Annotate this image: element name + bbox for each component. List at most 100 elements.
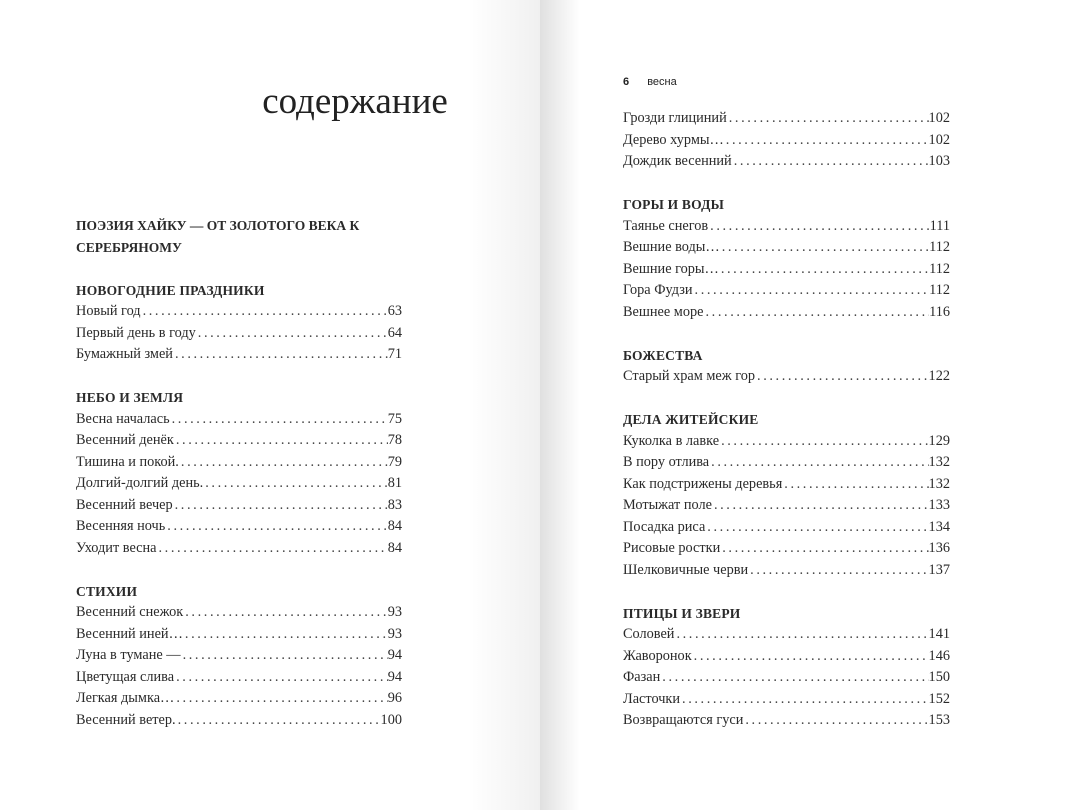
dot-leader	[196, 323, 388, 345]
toc-section: ПТИЦЫ И ЗВЕРИ Соловей 141 Жаворонок 146 Фазан…	[623, 603, 950, 732]
entry-title: Весна началась	[76, 410, 170, 427]
entry-page-number: 152	[928, 690, 950, 707]
entry-page-number: 79	[387, 453, 402, 470]
toc-entry[interactable]: Вешние воды… 112	[623, 237, 950, 259]
entry-title: В пору отлива	[623, 454, 710, 470]
entry-title: Вешние воды…	[623, 239, 720, 255]
entry-title: Тишина и покой.	[76, 453, 179, 470]
toc-entry[interactable]: Гора Фудзи 112	[623, 280, 950, 302]
dot-leader	[708, 216, 929, 238]
entry-title: Жаворонок	[623, 647, 692, 664]
toc-entry[interactable]: Весенний вечер 83	[76, 495, 402, 517]
dot-leader	[727, 108, 929, 130]
toc-entry[interactable]: Весенний денёк 78	[76, 430, 402, 452]
entry-title: Долгий-долгий день.	[76, 475, 204, 491]
toc-entry[interactable]: Мотыжат поле 133	[623, 495, 950, 517]
dot-leader	[720, 538, 928, 560]
toc-entry[interactable]: Уходит весна 84	[76, 538, 402, 560]
entry-page-number: 71	[387, 346, 402, 362]
toc-entry[interactable]: Шелковичные черви 137	[623, 560, 950, 582]
entry-page-number: 150	[928, 669, 950, 685]
entry-title: Вешнее море	[623, 303, 704, 320]
toc-entry[interactable]: Ласточки 152	[623, 689, 950, 711]
dot-leader	[174, 430, 388, 452]
entry-page-number: 141	[928, 626, 950, 642]
toc-entry[interactable]: Дождик весенний 103	[623, 151, 950, 173]
toc-entry[interactable]: Старый храм меж гор 122	[623, 366, 950, 388]
toc-entry[interactable]: Долгий-долгий день. 81	[76, 473, 402, 495]
toc-entry[interactable]: Возвращаются гуси 153	[623, 710, 950, 732]
toc-entry[interactable]: Посадка риса 134	[623, 517, 950, 539]
entry-title: Новый год	[76, 303, 141, 319]
toc-entry[interactable]: Фазан 150	[623, 667, 950, 689]
entry-page-number: 133	[928, 497, 950, 513]
dot-leader	[674, 624, 928, 646]
entry-page-number: 136	[928, 540, 950, 556]
toc-entry[interactable]: Тишина и покой. 79	[76, 452, 402, 474]
toc-entry[interactable]: Луна в тумане — 94	[76, 645, 402, 667]
toc-entry[interactable]: Куколка в лавке 129	[623, 431, 950, 453]
entry-page-number: 129	[928, 432, 950, 449]
entry-page-number: 84	[387, 518, 402, 534]
entry-title: Уходит весна	[76, 539, 157, 556]
toc-entry[interactable]: Весенний ветер. 100	[76, 710, 402, 732]
entry-title: Старый храм меж гор	[623, 368, 756, 384]
dot-leader	[179, 452, 388, 474]
toc-entry[interactable]: Соловей 141	[623, 624, 950, 646]
toc-entry[interactable]: Таянье снегов 111	[623, 216, 950, 238]
dot-leader	[170, 409, 388, 431]
entry-page-number: 100	[380, 711, 402, 728]
dot-leader	[183, 624, 388, 646]
entry-page-number: 94	[387, 647, 402, 663]
running-head-section: весна	[647, 76, 677, 88]
dot-leader	[705, 517, 928, 539]
entry-title: Дерево хурмы…	[623, 131, 724, 148]
toc-entry[interactable]: Бумажный змей 71	[76, 344, 402, 366]
toc-entry[interactable]: Весенний снежок 93	[76, 602, 402, 624]
toc-entry[interactable]: Грозди глициний 102	[623, 108, 950, 130]
toc-entry[interactable]: Вешние горы… 112	[623, 259, 950, 281]
section-heading: СТИХИИ	[76, 583, 138, 599]
dot-leader	[704, 302, 930, 324]
entry-page-number: 146	[928, 647, 950, 664]
toc-entry[interactable]: Рисовые ростки 136	[623, 538, 950, 560]
toc-entry[interactable]: Весенний иней… 93	[76, 624, 402, 646]
entry-title: Фазан	[623, 669, 661, 685]
entry-page-number: 112	[929, 282, 950, 298]
entry-page-number: 137	[928, 561, 950, 578]
toc-section: ГОРЫ И ВОДЫ Таянье снегов 111 Вешние воды… 1…	[623, 194, 950, 323]
entry-page-number: 94	[387, 668, 402, 685]
toc-entry[interactable]: Дерево хурмы… 102	[623, 130, 950, 152]
dot-leader	[755, 366, 929, 388]
entry-title: Возвращаются гуси	[623, 712, 744, 728]
toc-entry[interactable]: Жаворонок 146	[623, 646, 950, 668]
dot-leader	[692, 646, 929, 668]
toc-entry[interactable]: Легкая дымка… 96	[76, 688, 402, 710]
toc-section: Грозди глициний 102 Дерево хурмы… 102 Дождик…	[623, 108, 950, 173]
dot-leader	[174, 688, 387, 710]
toc-entry[interactable]: Весна началась 75	[76, 409, 402, 431]
toc-entry[interactable]: Как подстрижены деревья 132	[623, 474, 950, 496]
toc-entry[interactable]: Цветущая слива 94	[76, 667, 402, 689]
entry-title: Первый день в году	[76, 324, 196, 341]
dot-leader	[709, 452, 928, 474]
toc-entry[interactable]: Весенняя ночь 84	[76, 516, 402, 538]
entry-page-number: 132	[928, 475, 950, 492]
toc-entry[interactable]: Первый день в году 64	[76, 323, 402, 345]
dot-leader	[157, 538, 388, 560]
dot-leader	[743, 710, 928, 732]
toc-entry[interactable]: Вешнее море 116	[623, 302, 950, 324]
entry-title: Соловей	[623, 626, 675, 642]
entry-title: Гора Фудзи	[623, 282, 693, 298]
section-heading: ПТИЦЫ И ЗВЕРИ	[623, 605, 741, 621]
entry-title: Грозди глициний	[623, 110, 727, 126]
dot-leader	[173, 344, 388, 366]
entry-title: Луна в тумане —	[76, 647, 181, 663]
toc-entry[interactable]: В пору отлива 132	[623, 452, 950, 474]
entry-page-number: 96	[387, 690, 402, 706]
entry-title: Таянье снегов	[623, 217, 709, 234]
entry-title: Дождик весенний	[623, 153, 732, 169]
toc-entry[interactable]: Новый год 63	[76, 301, 402, 323]
entry-page-number: 102	[928, 131, 950, 148]
entry-title: Весенний снежок	[76, 604, 184, 620]
